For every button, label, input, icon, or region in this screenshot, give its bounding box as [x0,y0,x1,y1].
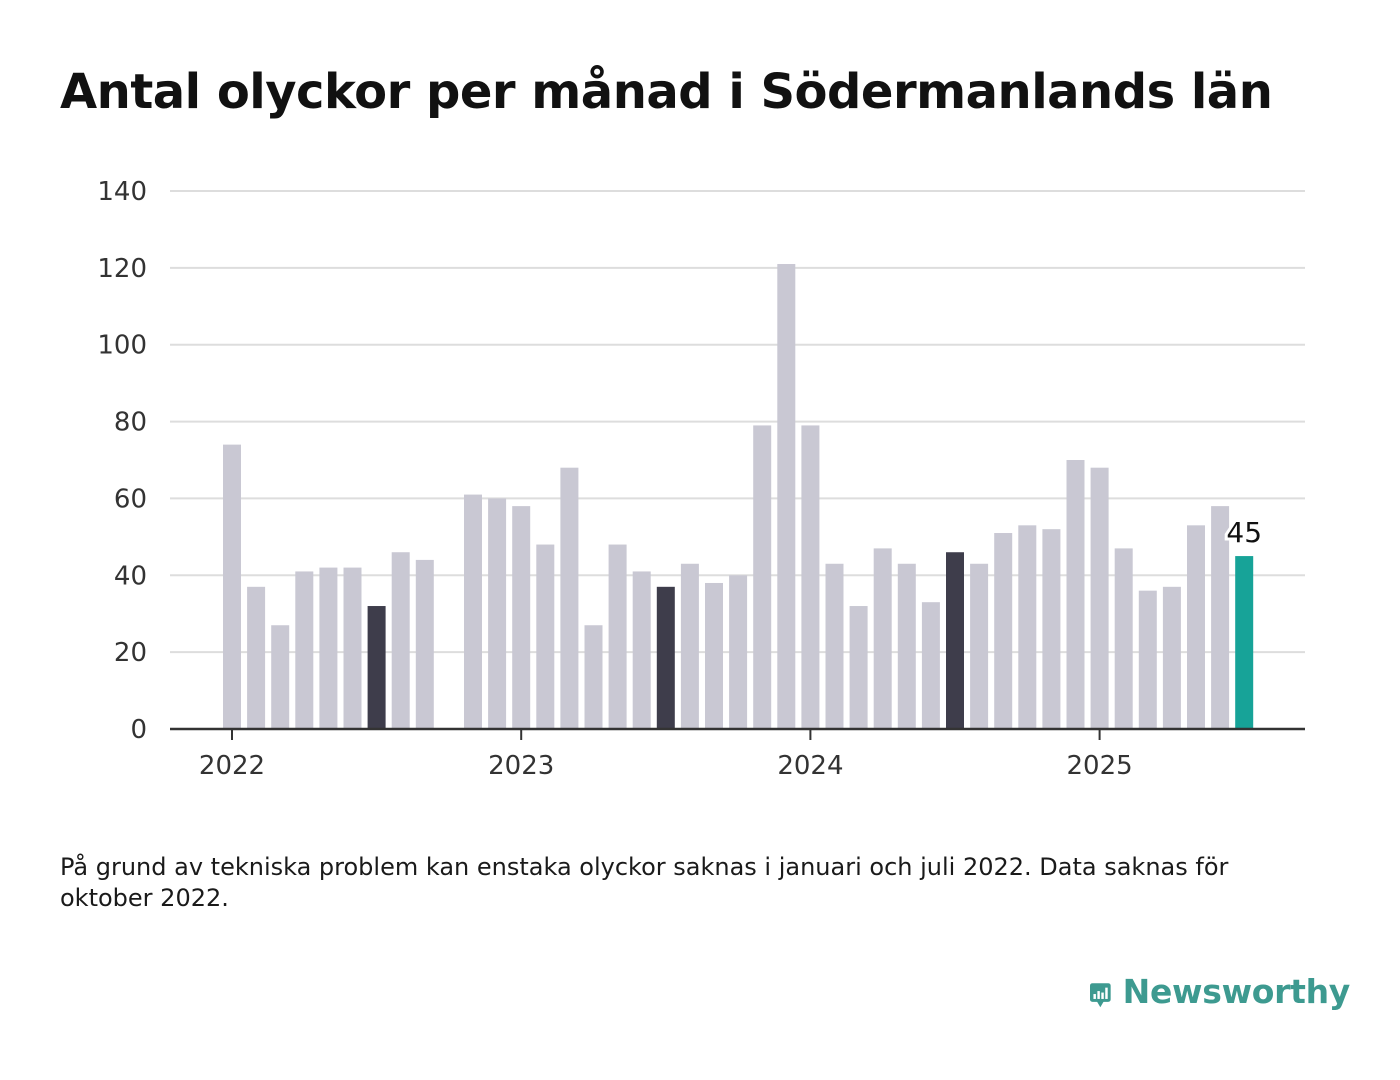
y-tick-label: 140 [97,177,147,207]
bar [223,444,241,729]
bar [1235,556,1254,729]
bar [801,425,820,729]
bar-chart-speech-bubble-icon [1090,983,1111,1008]
bar [1066,460,1085,729]
bar [1187,525,1205,729]
data-labels: 45 [1223,513,1265,552]
bar [680,563,699,729]
chart-title: Antal olyckor per månad i Södermanlands … [60,64,1273,120]
bars [223,264,1254,729]
data-label: 45 [1226,516,1262,549]
bar [729,575,748,729]
bar [319,567,338,729]
bar [391,552,410,729]
x-tick-label: 2024 [777,751,843,781]
y-tick-label: 60 [114,484,147,514]
bar [705,582,723,729]
bar [753,425,772,729]
y-tick-label: 120 [97,254,147,284]
bar-chart: 0 20 40 60 80 100 120 140 2022 2023 2024 2025 45 [97,177,1305,781]
bar [1042,529,1061,729]
bar [897,563,916,729]
bar [271,625,290,729]
bar [560,467,579,729]
bar [994,533,1013,729]
bar [777,264,796,729]
x-axis: 2022 2023 2024 2025 [170,727,1305,781]
x-tick-label: 2025 [1067,751,1133,781]
bar [415,559,434,729]
bar [343,567,362,729]
y-tick-label: 0 [130,715,147,745]
bar [464,494,482,729]
bar [1114,548,1133,729]
bar [247,586,266,729]
y-axis-ticks: 0 20 40 60 80 100 120 140 [97,177,147,745]
y-tick-label: 20 [114,638,147,668]
brand-name: Newsworthy [1122,972,1351,1011]
bar [873,548,892,729]
y-tick-label: 40 [114,561,147,591]
footnote: På grund av tekniska problem kan enstaka… [60,853,1229,912]
bar [970,563,989,729]
bar [1138,590,1157,729]
bar [295,571,314,729]
bar [921,602,940,729]
bar [608,544,627,729]
bar [1018,525,1037,729]
newsworthy-logo: Newsworthy [1090,970,1350,1026]
bar [488,498,507,729]
x-tick-label: 2022 [199,751,265,781]
bar [825,563,844,729]
bar [656,586,675,729]
bar [1162,586,1181,729]
y-tick-label: 80 [114,408,147,438]
bar [1090,467,1109,729]
y-tick-label: 100 [97,331,147,361]
bar [367,606,386,729]
bar [536,544,555,729]
bar [584,625,603,729]
bar [512,506,531,729]
bar [946,552,964,729]
bar [849,606,868,729]
x-tick-label: 2023 [488,751,554,781]
bar [1211,506,1230,729]
bar [632,571,651,729]
